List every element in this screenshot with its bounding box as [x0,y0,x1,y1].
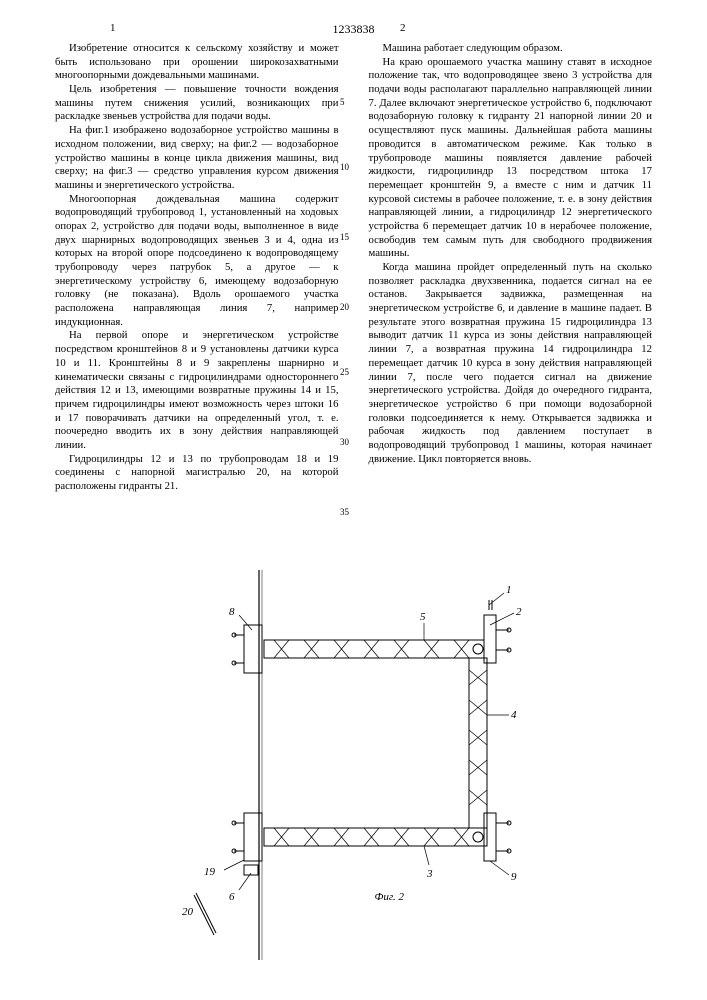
figure-svg: 1 2 5 8 4 3 9 6 19 20 [144,565,564,965]
fig-label-6: 6 [229,891,235,903]
text-columns: Изобретение относится к сельскому хозяйс… [55,42,652,494]
fig-label-5: 5 [420,611,426,623]
fig-label-3: 3 [426,868,433,880]
right-vertical-truss [469,658,487,828]
fig-label-20: 20 [182,906,194,918]
fig-label-9: 9 [511,871,517,883]
paragraph: Многоопорная дождевальная машина содержи… [55,193,339,330]
figure-caption: Фиг. 2 [375,891,405,903]
fig-label-1: 1 [506,584,512,596]
bottom-truss [264,828,487,846]
line-number: 35 [340,507,349,517]
fig-label-19: 19 [204,866,216,878]
fig-label-8: 8 [229,606,235,618]
patent-number: 1233838 [333,22,375,37]
page-number-left: 1 [110,22,116,34]
right-column: Машина работает следующим образом. На кр… [369,42,653,494]
paragraph: На фиг.1 изображено водозаборное устройс… [55,124,339,192]
line-number: 15 [340,232,349,242]
left-column: Изобретение относится к сельскому хозяйс… [55,42,339,494]
top-truss [264,640,484,658]
line-number: 30 [340,437,349,447]
figure-2: 1 2 5 8 4 3 9 6 19 20 Фиг. 2 [144,565,564,965]
line-number: 10 [340,162,349,172]
page-number-right: 2 [400,22,406,34]
paragraph: Гидроцилиндры 12 и 13 по трубопроводам 1… [55,453,339,494]
fig-label-2: 2 [516,606,522,618]
line-number: 5 [340,97,345,107]
paragraph: На первой опоре и энергетическом устройс… [55,329,339,452]
line-number: 20 [340,302,349,312]
paragraph: Изобретение относится к сельскому хозяйс… [55,42,339,83]
paragraph: Когда машина пройдет определенный путь н… [369,261,653,466]
line-number: 25 [340,367,349,377]
paragraph: Машина работает следующим образом. [369,42,653,56]
paragraph: Цель изобретения — повышение точности во… [55,83,339,124]
paragraph: На краю орошаемого участка машину ставят… [369,56,653,261]
fig-label-4: 4 [511,709,517,721]
